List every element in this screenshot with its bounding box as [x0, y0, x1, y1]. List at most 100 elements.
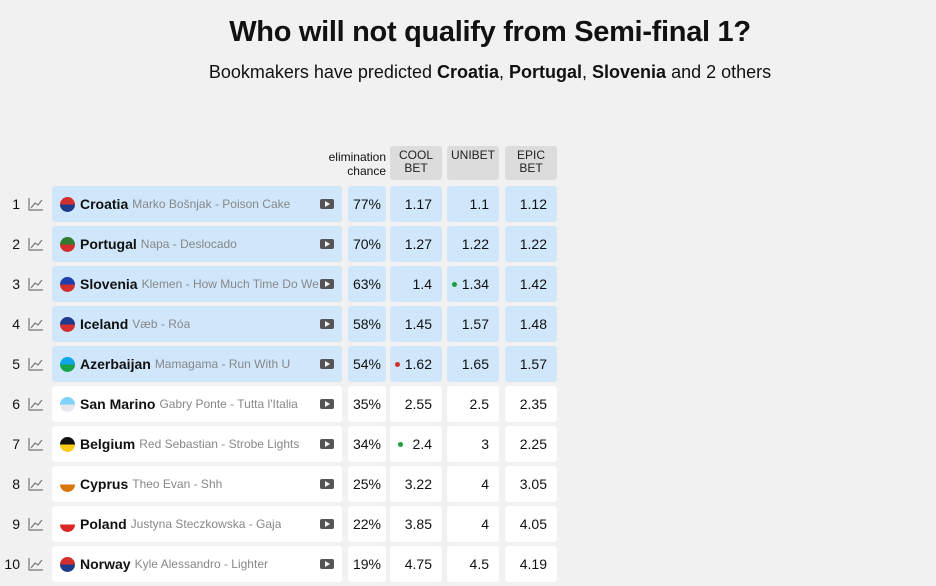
trend-icon[interactable] — [28, 317, 44, 331]
odds-cell[interactable]: 4.05 — [505, 506, 557, 542]
odds-cell[interactable]: 1.48 — [505, 306, 557, 342]
trend-icon[interactable] — [28, 557, 44, 571]
country: Belgium — [80, 436, 136, 452]
chance-cell: 34% — [348, 426, 386, 462]
odds: 1.17 — [404, 196, 432, 212]
entry-cell[interactable]: Poland Justyna Steczkowska - Gaja — [52, 506, 342, 542]
play-button[interactable] — [320, 479, 334, 489]
odds-cell[interactable]: 2.4 — [390, 426, 442, 462]
play-button[interactable] — [320, 319, 334, 329]
odds-cell[interactable]: 2.5 — [447, 386, 499, 422]
odds-cell[interactable]: 1.22 — [447, 226, 499, 262]
trend-icon[interactable] — [28, 277, 44, 291]
subtitle: Bookmakers have predicted Croatia, Portu… — [0, 62, 936, 83]
odds-cell[interactable]: 4.75 — [390, 546, 442, 582]
play-button[interactable] — [320, 559, 334, 569]
entry-cell[interactable]: Slovenia Klemen - How Much Time Do We ... — [52, 266, 342, 302]
play-button[interactable] — [320, 239, 334, 249]
trend-icon[interactable] — [28, 437, 44, 451]
entry-cell[interactable]: San Marino Gabry Ponte - Tutta l'Italia — [52, 386, 342, 422]
artist-song: Kyle Alessandro - Lighter — [134, 557, 268, 571]
odds-cell[interactable]: 1.62 — [390, 346, 442, 382]
odds-cell[interactable]: 1.42 — [505, 266, 557, 302]
chance: 34% — [352, 436, 382, 452]
odds: 1.22 — [461, 236, 489, 252]
odds-cell[interactable]: 3.05 — [505, 466, 557, 502]
flag — [60, 556, 75, 572]
odds-cell[interactable]: 1.17 — [390, 186, 442, 222]
odds-cell[interactable]: 1.57 — [505, 346, 557, 382]
trend-icon[interactable] — [28, 517, 44, 531]
odds-cell[interactable]: 1.12 — [505, 186, 557, 222]
odds-cell[interactable]: 2.25 — [505, 426, 557, 462]
chance-cell: 70% — [348, 226, 386, 262]
odds-cell[interactable]: 1.1 — [447, 186, 499, 222]
artist-song: Klemen - How Much Time Do We ... — [141, 277, 332, 291]
odds-cell[interactable]: 4 — [447, 506, 499, 542]
chance: 63% — [352, 276, 382, 292]
odds-cell[interactable]: 1.45 — [390, 306, 442, 342]
odds-cell[interactable]: 2.35 — [505, 386, 557, 422]
trend-icon[interactable] — [28, 357, 44, 371]
artist-song: Mamagama - Run With U — [154, 357, 291, 371]
entry-cell[interactable]: Azerbaijan Mamagama - Run With U — [52, 346, 342, 382]
odds: 4 — [481, 476, 489, 492]
odds: 4 — [481, 516, 489, 532]
entry-cell[interactable]: Cyprus Theo Evan - Shh — [52, 466, 342, 502]
odds: 1.65 — [461, 356, 489, 372]
play-button[interactable] — [320, 519, 334, 529]
trend-icon[interactable] — [28, 397, 44, 411]
odds-cell[interactable]: 1.65 — [447, 346, 499, 382]
flag — [60, 316, 75, 332]
chance-cell: 22% — [348, 506, 386, 542]
subtitle-part: , — [582, 62, 593, 82]
artist-song: Red Sebastian - Strobe Lights — [139, 437, 300, 451]
odds-cell[interactable]: 1.4 — [390, 266, 442, 302]
flag — [60, 356, 75, 372]
subtitle-part: Bookmakers have predicted — [208, 62, 437, 82]
odds-cell[interactable]: 4.5 — [447, 546, 499, 582]
subtitle-part: and 2 others — [666, 62, 772, 82]
odds: 1.62 — [404, 356, 432, 372]
trend-icon[interactable] — [28, 197, 44, 211]
odds-cell[interactable]: 2.55 — [390, 386, 442, 422]
odds-cell[interactable]: 4.19 — [505, 546, 557, 582]
odds-cell[interactable]: 3.85 — [390, 506, 442, 542]
play-button[interactable] — [320, 399, 334, 409]
odds: 1.1 — [469, 196, 489, 212]
flag — [60, 516, 75, 532]
chance-cell: 54% — [348, 346, 386, 382]
entry-cell[interactable]: Belgium Red Sebastian - Strobe Lights — [52, 426, 342, 462]
subtitle-part: , — [498, 62, 509, 82]
odds: 2.55 — [404, 396, 432, 412]
odds-cell[interactable]: 3.22 — [390, 466, 442, 502]
odds-cell[interactable]: 1.57 — [447, 306, 499, 342]
chance: 70% — [352, 236, 382, 252]
entry-cell[interactable]: Iceland Væb - Róa — [52, 306, 342, 342]
odds: 3 — [481, 436, 489, 452]
odds-cell[interactable]: 1.27 — [390, 226, 442, 262]
play-button[interactable] — [320, 279, 334, 289]
chance: 77% — [352, 196, 382, 212]
country: San Marino — [80, 396, 156, 412]
entry-cell[interactable]: Norway Kyle Alessandro - Lighter — [52, 546, 342, 582]
play-button[interactable] — [320, 199, 334, 209]
artist-song: Gabry Ponte - Tutta l'Italia — [159, 397, 298, 411]
chance-cell: 35% — [348, 386, 386, 422]
entry-cell[interactable]: Croatia Marko Bošnjak - Poison Cake — [52, 186, 342, 222]
play-button[interactable] — [320, 359, 334, 369]
country: Poland — [80, 516, 127, 532]
odds-cell[interactable]: 3 — [447, 426, 499, 462]
subtitle-part: Portugal — [509, 62, 583, 82]
flag — [60, 236, 75, 252]
bookmaker-header: EPIC BET — [505, 146, 557, 180]
entry-cell[interactable]: Portugal Napa - Deslocado — [52, 226, 342, 262]
marker-dot — [398, 441, 403, 447]
odds-cell[interactable]: 4 — [447, 466, 499, 502]
trend-icon[interactable] — [28, 237, 44, 251]
play-button[interactable] — [320, 439, 334, 449]
country: Azerbaijan — [80, 356, 151, 372]
odds-cell[interactable]: 1.34 — [447, 266, 499, 302]
trend-icon[interactable] — [28, 477, 44, 491]
odds-cell[interactable]: 1.22 — [505, 226, 557, 262]
